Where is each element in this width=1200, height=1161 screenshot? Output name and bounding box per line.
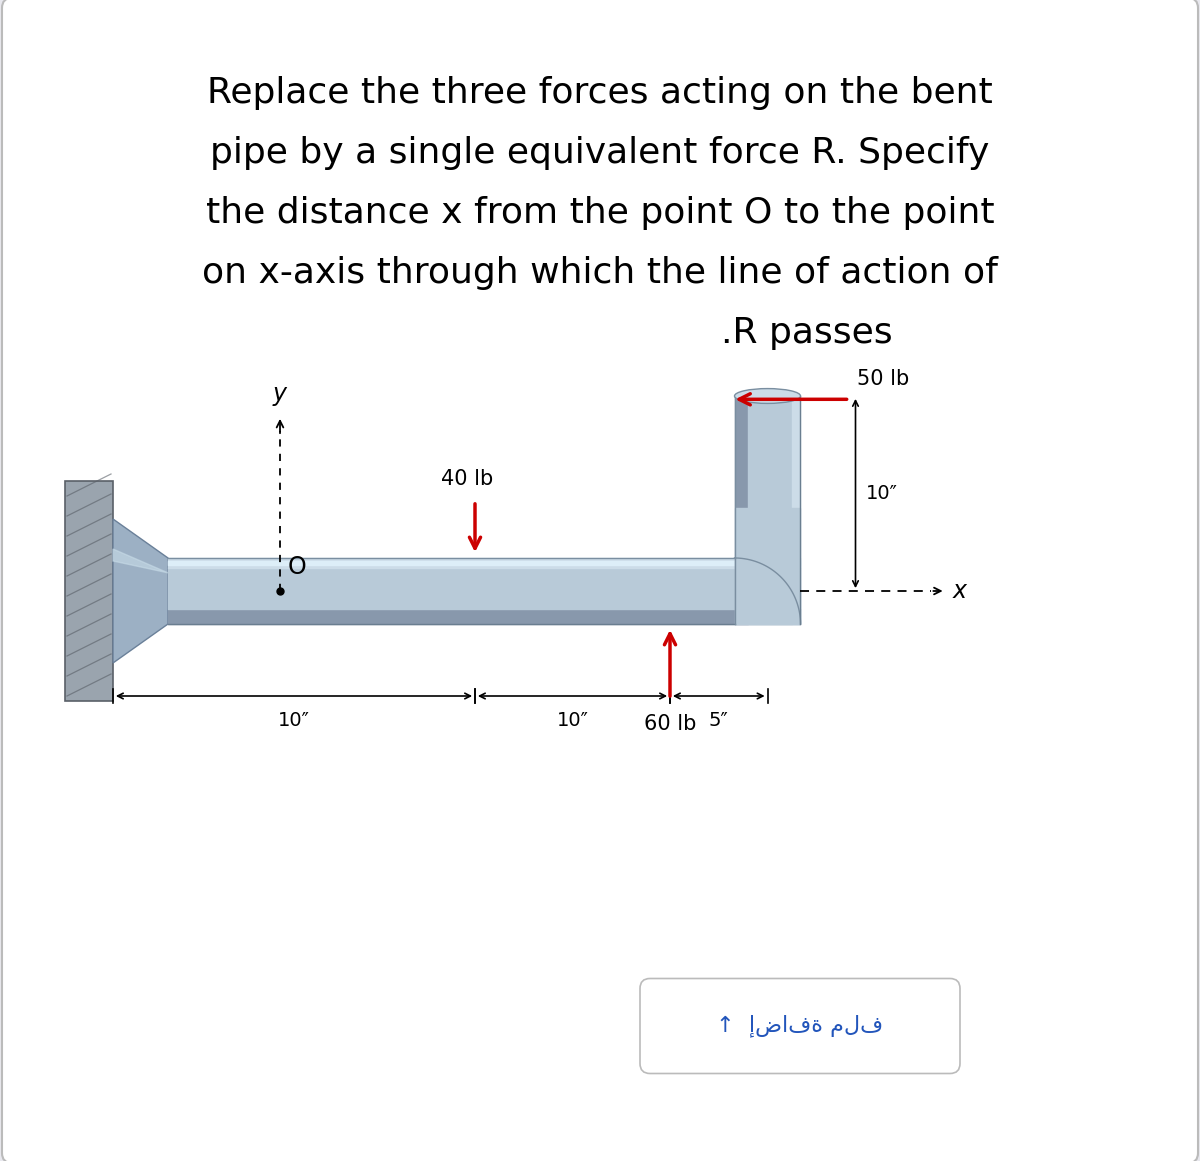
Polygon shape (734, 558, 800, 623)
Polygon shape (734, 509, 800, 623)
Polygon shape (792, 396, 800, 623)
Text: on x-axis through which the line of action of: on x-axis through which the line of acti… (202, 255, 998, 290)
Text: 5″: 5″ (709, 711, 728, 730)
Text: 60 lb: 60 lb (644, 714, 696, 734)
Polygon shape (748, 396, 792, 623)
Polygon shape (113, 519, 168, 663)
Text: 10″: 10″ (865, 484, 898, 503)
Text: 10″: 10″ (278, 711, 310, 730)
Text: 10″: 10″ (557, 711, 588, 730)
Polygon shape (734, 396, 748, 623)
Text: 50 lb: 50 lb (858, 369, 910, 389)
Polygon shape (113, 549, 168, 572)
Text: pipe by a single equivalent force R. Specify: pipe by a single equivalent force R. Spe… (210, 136, 990, 170)
Text: y: y (274, 382, 287, 406)
Text: x: x (953, 579, 966, 603)
Bar (65, 481, 113, 701)
Text: 40 lb: 40 lb (440, 469, 493, 489)
Ellipse shape (734, 389, 800, 403)
Text: Replace the three forces acting on the bent: Replace the three forces acting on the b… (208, 75, 992, 110)
Text: .R passes: .R passes (307, 316, 893, 349)
Text: the distance x from the point O to the point: the distance x from the point O to the p… (205, 196, 995, 230)
Text: O: O (288, 555, 307, 579)
Text: ↑  إضافة ملف: ↑ إضافة ملف (716, 1015, 883, 1037)
FancyBboxPatch shape (640, 979, 960, 1074)
